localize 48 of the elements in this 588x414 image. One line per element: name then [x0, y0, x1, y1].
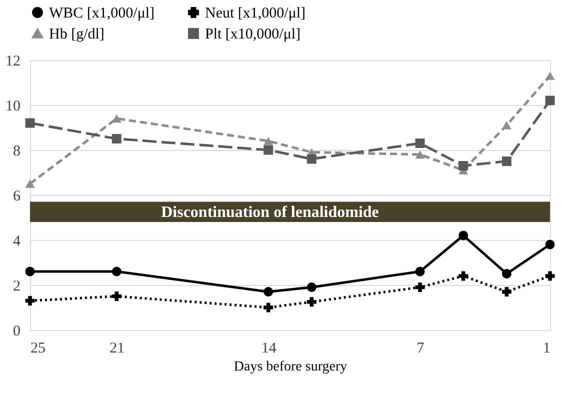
point: [458, 230, 468, 240]
point: [458, 271, 468, 281]
legend-label: WBC [x1,000/μl]: [49, 6, 155, 22]
point: [502, 287, 512, 296]
point: [112, 292, 122, 301]
x-tick-label: 1: [543, 340, 550, 356]
point: [545, 271, 555, 281]
y-tick-label: 12: [6, 54, 20, 70]
point: [545, 240, 555, 250]
y-tick-label: 2: [13, 278, 20, 294]
point: [415, 138, 425, 148]
point: [112, 266, 122, 276]
y-tick-label: 6: [13, 188, 21, 204]
y-tick-label: 4: [13, 234, 21, 250]
point: [502, 269, 512, 278]
y-tick-label: 10: [6, 98, 20, 114]
point: [458, 161, 468, 170]
point: [25, 180, 35, 188]
legend-label: Hb [g/dl]: [49, 26, 104, 42]
point: [502, 121, 512, 130]
y-tick-label: 0: [13, 324, 20, 340]
point: [112, 134, 122, 144]
band-label: Discontinuation of lenalidomide: [161, 204, 379, 221]
point: [306, 154, 316, 164]
y-tick-label: 8: [13, 144, 20, 160]
x-tick-label: 7: [416, 340, 425, 356]
point: [264, 287, 274, 296]
point: [545, 72, 555, 80]
point: [306, 297, 316, 307]
point: [264, 302, 274, 312]
legend-label: Neut [x1,000/μl]: [205, 6, 306, 22]
point: [25, 266, 35, 276]
legend-label: Plt [x10,000/μl]: [205, 26, 301, 42]
point: [415, 150, 425, 159]
point: [264, 136, 274, 146]
point: [25, 118, 35, 128]
point: [264, 145, 274, 155]
x-tick-label: 14: [261, 340, 277, 356]
x-axis-title: Days before surgery: [234, 360, 348, 374]
point: [306, 282, 316, 292]
point: [415, 282, 425, 292]
x-tick-label: 25: [30, 340, 46, 356]
point: [415, 266, 425, 276]
point: [502, 156, 512, 166]
point: [25, 296, 35, 306]
point: [545, 96, 555, 106]
point: [112, 114, 122, 123]
x-tick-label: 21: [110, 340, 125, 356]
